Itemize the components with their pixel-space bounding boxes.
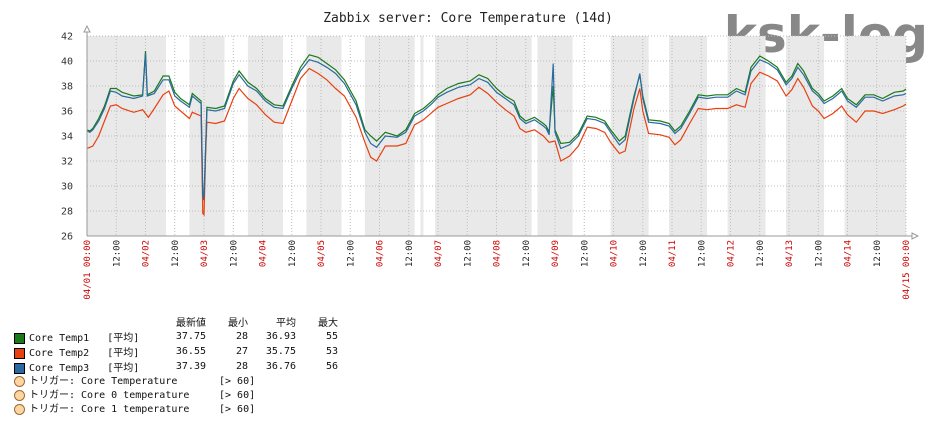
x-tick-label: 12:00: [112, 240, 122, 267]
y-tick-label: 26: [61, 232, 73, 243]
x-tick-label: 12:00: [229, 240, 239, 267]
trigger-condition: [> 60]: [219, 404, 256, 415]
x-tick-label: 04/14: [844, 240, 854, 267]
x-tick-label: 04/02: [142, 240, 152, 267]
y-tick-label: 34: [61, 132, 73, 143]
legend-row: Core Temp3 [平均] 37.39 28 36.76 56: [14, 359, 342, 374]
trigger-list: トリガー: Core Temperature [> 60] トリガー: Core …: [14, 375, 255, 417]
legend-max: 55: [325, 331, 338, 342]
trigger-condition: [> 60]: [219, 390, 256, 401]
legend-header-last: 最新値: [176, 318, 206, 329]
trigger-dot-icon: [14, 389, 25, 401]
shaded-band: [420, 36, 424, 236]
trigger-label: トリガー: Core 0 temperature: [29, 390, 190, 401]
series-line: [86, 53, 907, 199]
x-tick-label: 04/15 00:00: [902, 240, 912, 300]
x-tick-label: 04/05: [317, 240, 327, 267]
legend-series-name: Core Temp1: [29, 333, 90, 344]
legend-last: 37.39: [175, 361, 206, 372]
legend-header-avg: 平均: [276, 318, 296, 329]
legend-header-min: 最小: [228, 318, 248, 329]
legend-header-row: 最新値 最小 平均 最大: [14, 314, 342, 329]
legend-swatch: [14, 362, 25, 374]
legend-max: 56: [325, 361, 338, 372]
legend-avg: 36.93: [265, 331, 296, 342]
legend-last: 36.55: [175, 346, 206, 357]
legend-function: [平均]: [107, 348, 140, 359]
legend-row: Core Temp2 [平均] 36.55 27 35.75 53: [14, 344, 342, 359]
legend-avg: 35.75: [265, 346, 296, 357]
x-tick-label: 04/11: [668, 240, 678, 267]
y-tick-label: 32: [61, 157, 73, 168]
legend-series-name: Core Temp2: [29, 348, 90, 359]
x-axis-arrow: [911, 232, 920, 240]
legend-function: [平均]: [107, 363, 140, 374]
x-tick-label: 12:00: [405, 240, 415, 267]
x-tick-label: 04/03: [200, 240, 210, 267]
y-tick-label: 40: [61, 57, 73, 68]
x-tick-label: 04/10: [610, 240, 620, 267]
legend-function: [平均]: [107, 333, 140, 344]
legend-series-name: Core Temp3: [29, 363, 90, 374]
legend-min: 27: [235, 346, 248, 357]
y-tick-label: 36: [61, 107, 73, 118]
chart-title: Zabbix server: Core Temperature (14d): [323, 11, 613, 26]
x-tick-label: 12:00: [171, 240, 181, 267]
x-tick-label: 04/01 00:00: [83, 240, 93, 300]
y-axis-arrow: [83, 24, 91, 33]
x-tick-label: 12:00: [463, 240, 473, 267]
x-tick-label: 04/12: [727, 240, 737, 267]
legend-swatch: [14, 347, 25, 359]
legend-header-max: 最大: [318, 318, 338, 329]
x-tick-label: 12:00: [346, 240, 356, 267]
x-tick-label: 04/09: [551, 240, 561, 267]
legend: 最新値 最小 平均 最大 Core Temp1 [平均] 37.75 28 36…: [14, 314, 342, 374]
x-tick-label: 04/08: [493, 240, 503, 267]
shaded-band: [247, 36, 283, 236]
x-tick-label: 04/13: [785, 240, 795, 267]
trigger-row: トリガー: Core 1 temperature [> 60]: [14, 403, 255, 417]
trigger-label: トリガー: Core 1 temperature: [29, 404, 190, 415]
trigger-dot-icon: [14, 375, 25, 387]
legend-max: 53: [325, 346, 338, 357]
trigger-row: トリガー: Core Temperature [> 60]: [14, 375, 255, 389]
y-tick-label: 28: [61, 207, 73, 218]
x-tick-label: 12:00: [697, 240, 707, 267]
x-tick-label: 12:00: [522, 240, 532, 267]
x-tick-label: 12:00: [873, 240, 883, 267]
legend-last: 37.75: [175, 331, 206, 342]
legend-min: 28: [235, 361, 248, 372]
y-tick-label: 30: [61, 182, 73, 193]
legend-min: 28: [235, 331, 248, 342]
series-line: [86, 67, 907, 217]
legend-row: Core Temp1 [平均] 37.75 28 36.93 55: [14, 329, 342, 344]
x-tick-label: 04/06: [376, 240, 386, 267]
trigger-label: トリガー: Core Temperature: [29, 376, 178, 387]
x-tick-label: 04/07: [434, 240, 444, 267]
x-tick-label: 12:00: [639, 240, 649, 267]
y-tick-label: 42: [61, 32, 73, 43]
legend-swatch: [14, 332, 25, 344]
x-tick-label: 12:00: [580, 240, 590, 267]
shaded-band: [844, 36, 906, 236]
trigger-dot-icon: [14, 403, 25, 415]
trigger-row: トリガー: Core 0 temperature [> 60]: [14, 389, 255, 403]
y-tick-label: 38: [61, 82, 73, 93]
x-tick-label: 04/04: [259, 240, 269, 267]
trigger-condition: [> 60]: [219, 376, 256, 387]
series-line: [86, 50, 907, 202]
x-tick-label: 12:00: [288, 240, 298, 267]
x-tick-label: 12:00: [756, 240, 766, 267]
legend-avg: 36.76: [265, 361, 296, 372]
x-tick-label: 12:00: [814, 240, 824, 267]
